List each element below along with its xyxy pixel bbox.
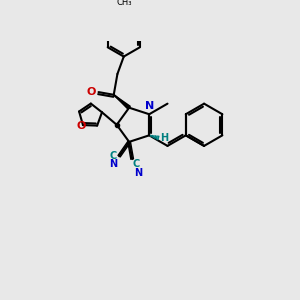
Text: C: C [133,159,140,169]
Polygon shape [114,95,130,109]
Text: O: O [76,122,86,131]
Text: H: H [160,133,168,143]
Text: O: O [86,87,95,97]
Text: C: C [110,151,117,161]
Text: CH₃: CH₃ [116,0,131,7]
Text: N: N [109,160,117,170]
Text: N: N [134,168,142,178]
Text: N: N [145,101,154,111]
